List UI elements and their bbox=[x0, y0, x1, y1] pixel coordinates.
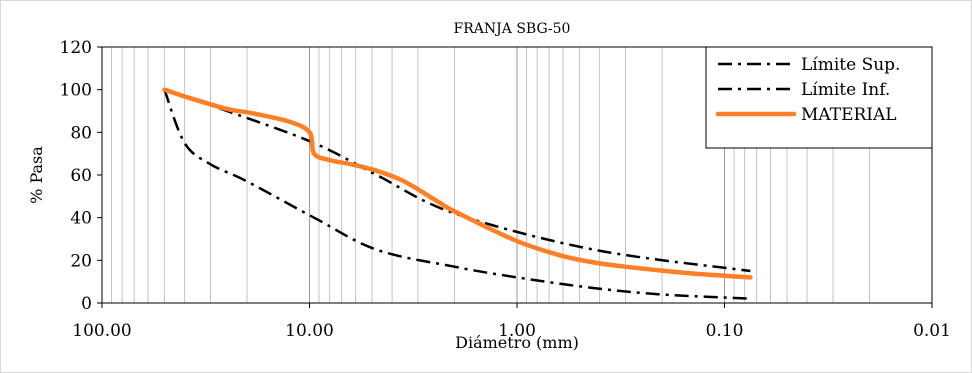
series-layer bbox=[162, 87, 753, 300]
x-tick-label: 0.01 bbox=[913, 321, 951, 341]
series-line-limite-inf bbox=[163, 89, 751, 300]
y-tick-label: 80 bbox=[70, 123, 92, 143]
y-tick-label: 60 bbox=[70, 166, 92, 186]
legend-box bbox=[705, 46, 933, 149]
x-axis-title: Diámetro (mm) bbox=[455, 333, 579, 352]
y-axis-title: % Pasa bbox=[27, 146, 46, 204]
x-tick-label: 1.00 bbox=[498, 321, 536, 341]
x-tick-label: 100.00 bbox=[72, 321, 131, 341]
x-tick-label: 10.00 bbox=[285, 321, 334, 341]
legend-label-limite-sup: Límite Sup. bbox=[801, 55, 900, 75]
y-tick-label: 120 bbox=[60, 38, 92, 58]
series-line-material bbox=[162, 87, 753, 280]
axes: 0 20 40 60 80 100 120 100.00 10.00 1.00 0.10 0.01 bbox=[60, 38, 951, 341]
y-tick-label: 0 bbox=[81, 294, 92, 314]
x-tick-label: 0.10 bbox=[706, 321, 744, 341]
y-tick-label: 40 bbox=[70, 209, 92, 229]
series-line-limite-sup bbox=[164, 88, 751, 273]
chart-title: FRANJA SBG-50 bbox=[454, 21, 571, 37]
legend-label-limite-inf: Límite Inf. bbox=[801, 80, 890, 100]
legend: Límite Sup. Límite Inf. MATERIAL bbox=[705, 46, 933, 149]
y-tick-label: 100 bbox=[60, 81, 92, 101]
y-tick-label: 20 bbox=[70, 251, 92, 271]
legend-label-material: MATERIAL bbox=[801, 105, 897, 125]
